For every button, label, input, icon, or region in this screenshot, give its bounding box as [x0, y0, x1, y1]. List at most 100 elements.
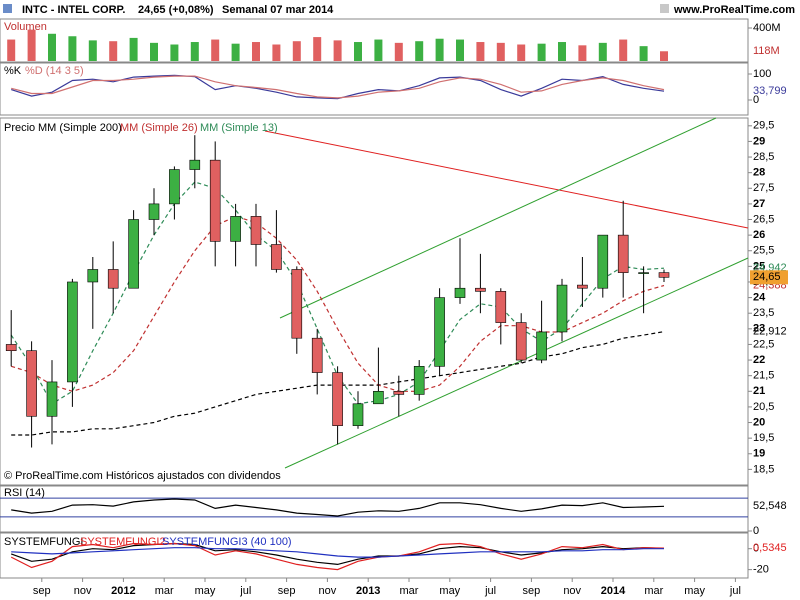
volume-bar: [313, 37, 322, 61]
y-tick-label: 19,5: [753, 432, 774, 444]
legend-entry: %K: [4, 65, 22, 77]
menu-icon[interactable]: [3, 4, 12, 13]
x-tick-label: sep: [278, 585, 296, 597]
volume-bar: [496, 42, 505, 61]
quote: 24,65 (+0,08%): [138, 4, 214, 16]
candle-body: [230, 216, 241, 242]
y-tick-label: 29,5: [753, 120, 774, 132]
candle-body: [332, 372, 343, 426]
value-label: 52,548: [753, 500, 787, 512]
x-tick-label: sep: [523, 585, 541, 597]
legend-entry: %D (14 3 5): [25, 65, 84, 77]
legend-entry: SYSTEMFUNGI: [4, 536, 83, 548]
candle-body: [638, 272, 649, 274]
stochastic-panel: [0, 62, 749, 116]
candle-body: [291, 269, 303, 339]
series-line: [11, 498, 665, 517]
value-label: 22,912: [753, 325, 787, 337]
y-tick-label: 100: [753, 68, 771, 80]
volume-bar: [394, 42, 403, 61]
candle-body: [393, 390, 405, 395]
candle-body: [515, 322, 527, 361]
volume-bar: [252, 42, 260, 61]
legend-entry: MM (Simple 200): [38, 122, 122, 134]
panel-title: Precio: [4, 122, 35, 134]
trendline: [279, 117, 717, 319]
series-line: [11, 215, 665, 392]
y-tick-label: 400M: [753, 22, 781, 34]
candle-body: [536, 331, 547, 361]
volume-bar: [129, 37, 138, 61]
series-line: [10, 542, 665, 571]
candle-body: [352, 403, 364, 426]
volume-bar: [374, 39, 383, 61]
volume-bar: [109, 41, 118, 61]
x-tick-label: mar: [155, 585, 174, 597]
x-tick-label: 2012: [111, 585, 135, 597]
volume-bar: [354, 42, 362, 61]
candle-body: [373, 390, 384, 405]
y-tick-label: 0: [753, 543, 759, 555]
candle-body: [434, 297, 445, 367]
y-tick-label: 0: [753, 94, 759, 106]
candle-body: [413, 366, 425, 395]
y-tick-label: 21,5: [753, 370, 774, 382]
candle-body: [148, 203, 160, 220]
volume-bar: [639, 46, 648, 61]
trendline: [264, 130, 749, 229]
x-tick-label: 2013: [356, 585, 380, 597]
volume-bar: [456, 39, 464, 61]
y-tick-label: 0: [753, 525, 759, 537]
legend-entry: RSI (14): [4, 487, 45, 499]
candle-body: [189, 159, 201, 170]
volume-bar: [660, 51, 668, 61]
y-tick-label: 28: [753, 167, 765, 179]
candle-body: [454, 287, 466, 298]
x-tick-label: nov: [319, 585, 337, 597]
volume-bar: [578, 45, 587, 61]
y-tick-label: -20: [753, 564, 769, 576]
label-box: [750, 270, 788, 285]
candle-body: [169, 169, 180, 205]
volume-bar: [333, 40, 342, 61]
x-tick-label: jul: [239, 585, 251, 597]
x-tick-label: 2014: [601, 585, 626, 597]
candle-body: [617, 234, 629, 273]
trendline: [284, 257, 749, 469]
y-tick-label: 23,5: [753, 307, 774, 319]
y-tick-label: 21: [753, 385, 765, 397]
value-label: 33,799: [753, 85, 787, 97]
candle-body: [556, 284, 568, 333]
volume-bar: [190, 42, 199, 61]
x-tick-label: may: [439, 585, 460, 597]
candle-body: [67, 281, 78, 383]
y-tick-label: 27: [753, 198, 765, 210]
y-tick-label: 24: [753, 292, 766, 304]
marks: sep nov 2012 mar may jul sep nov 2013 mar may jul se…: [0, 22, 788, 597]
volume-bar: [517, 44, 526, 61]
series-line: [11, 75, 665, 99]
candle-body: [250, 216, 262, 245]
legend-entry: MM (Simple 26): [120, 122, 198, 134]
candle-body: [107, 269, 119, 289]
window-button[interactable]: [660, 4, 669, 13]
candle-body: [597, 234, 609, 289]
volume-bar: [415, 41, 424, 61]
y-tick-label: 27,5: [753, 182, 774, 194]
y-tick-label: 19: [753, 448, 765, 460]
value-label: 118M: [753, 45, 780, 57]
price-panel: [0, 117, 749, 486]
volume-panel: [0, 18, 749, 63]
volume-bar: [7, 39, 16, 61]
volume-bar: [558, 42, 566, 61]
volume-bar: [619, 39, 628, 61]
value-label: 24,65: [753, 271, 781, 283]
volume-bar: [292, 41, 301, 61]
y-tick-label: 26: [753, 229, 765, 241]
candle-body: [5, 344, 17, 351]
y-tick-label: 20,5: [753, 401, 774, 413]
x-tick-label: may: [195, 585, 216, 597]
candle-body: [311, 337, 323, 373]
volume-bar: [27, 29, 36, 61]
